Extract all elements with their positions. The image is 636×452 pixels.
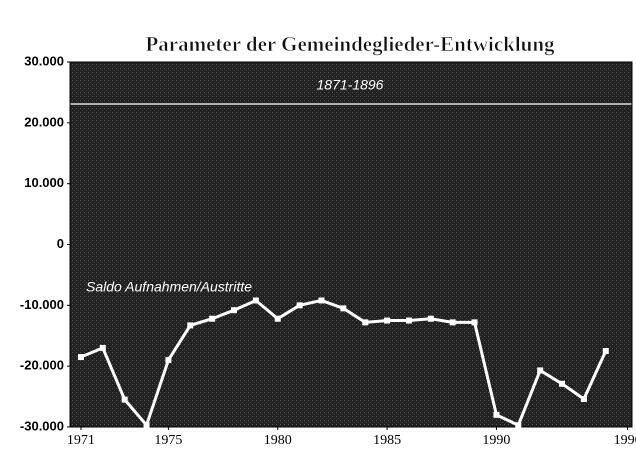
- point: [537, 367, 544, 374]
- point: [187, 322, 194, 329]
- y-tick-label: -30.000: [20, 418, 64, 433]
- point: [559, 380, 566, 387]
- point: [274, 315, 281, 322]
- point: [231, 307, 238, 314]
- plot-texture: [70, 62, 632, 427]
- x-tick-label: 1975: [154, 433, 182, 448]
- point: [340, 305, 347, 312]
- y-tick-label: 30.000: [24, 53, 64, 68]
- point: [602, 347, 609, 354]
- point: [252, 297, 259, 304]
- x-tick-label: 1971: [67, 433, 95, 448]
- x-tick-label: 1980: [264, 433, 292, 448]
- y-tick-label: 20.000: [24, 114, 64, 129]
- annotation: Saldo Aufnahmen/Austritte: [86, 279, 252, 295]
- point: [427, 315, 434, 322]
- point: [77, 354, 84, 361]
- point: [165, 357, 172, 364]
- point: [515, 422, 522, 429]
- point: [405, 317, 412, 324]
- x-tick-label: 1990: [482, 433, 510, 448]
- point: [143, 422, 150, 429]
- point: [449, 319, 456, 326]
- y-tick-label: 0: [57, 236, 64, 251]
- point: [296, 302, 303, 309]
- point: [384, 317, 391, 324]
- point: [121, 396, 128, 403]
- chart-title: Parameter der Gemeindeglieder-Entwicklun…: [145, 32, 555, 56]
- point: [580, 396, 587, 403]
- chart-subtitle: 1871-1896: [317, 77, 384, 93]
- point: [493, 411, 500, 418]
- point: [318, 297, 325, 304]
- y-tick-label: -10.000: [20, 297, 64, 312]
- plot-border: [69, 61, 633, 428]
- y-tick-label: 10.000: [24, 175, 64, 190]
- point: [99, 344, 106, 351]
- point: [209, 315, 216, 322]
- x-tick-label: 1996: [614, 433, 636, 448]
- y-tick-label: -20.000: [20, 358, 64, 373]
- point: [362, 319, 369, 326]
- point: [471, 319, 478, 326]
- x-tick-label: 1985: [373, 433, 401, 448]
